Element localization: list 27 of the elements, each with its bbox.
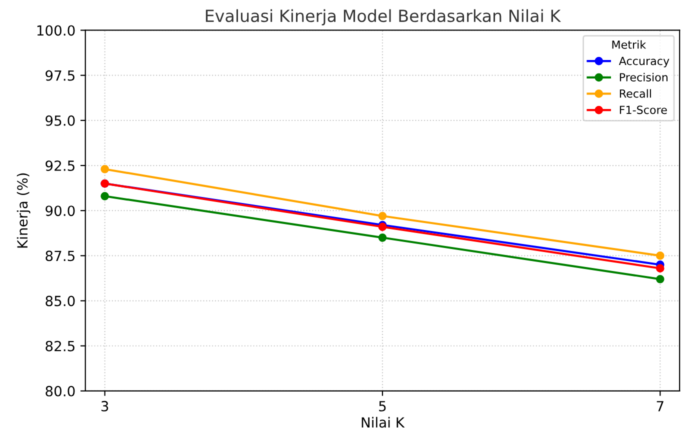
point bbox=[100, 192, 109, 200]
x-tick-label: 7 bbox=[656, 401, 664, 412]
y-tick-label: 97.5 bbox=[46, 70, 74, 81]
legend-label: Accuracy bbox=[618, 56, 670, 68]
legend-label: Precision bbox=[620, 72, 668, 82]
y-tick-label: 90.0 bbox=[46, 206, 75, 216]
point bbox=[378, 233, 387, 242]
y-tick-label: 85.0 bbox=[46, 296, 75, 306]
y-axis-title: Kinerja (%) bbox=[16, 173, 30, 248]
y-tick-label: 92.5 bbox=[46, 160, 74, 171]
point bbox=[656, 252, 664, 260]
point bbox=[378, 212, 387, 220]
x-axis-title: Nilai K bbox=[362, 416, 405, 428]
y-tick-label: 100.0 bbox=[37, 25, 75, 36]
x-tick-label: 3 bbox=[101, 400, 108, 412]
y-tick-label: 87.5 bbox=[46, 250, 74, 262]
legend-title: Metrik bbox=[612, 40, 646, 49]
point bbox=[656, 264, 664, 272]
legend-label: Recall bbox=[620, 89, 651, 98]
x-tick-label: 5 bbox=[379, 401, 386, 412]
y-tick-label: 95.0 bbox=[46, 115, 75, 126]
point bbox=[100, 164, 109, 174]
y-tick-label: 80.0 bbox=[46, 386, 75, 396]
y-tick-label: 82.5 bbox=[46, 340, 74, 352]
point bbox=[656, 274, 664, 284]
chart-title: Evaluasi Kinerja Model Berdasarkan Nilai K bbox=[206, 9, 562, 26]
legend-label: F1-Score bbox=[620, 106, 667, 114]
